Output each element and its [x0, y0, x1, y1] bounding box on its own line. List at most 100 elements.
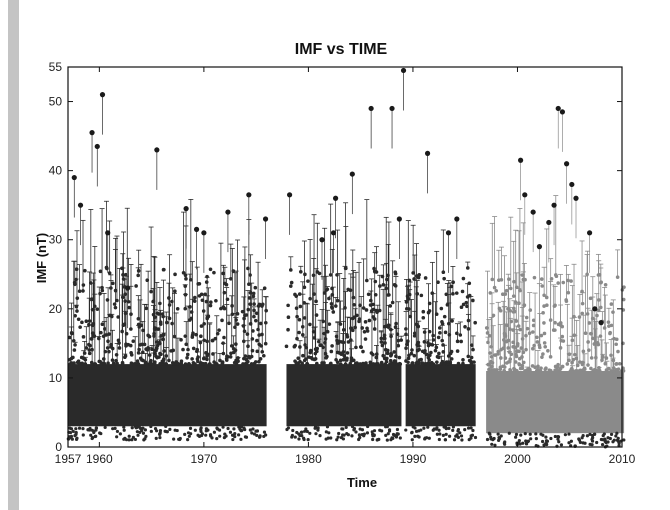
data-point	[259, 321, 263, 326]
data-point	[567, 441, 571, 445]
data-point	[82, 351, 87, 355]
data-point	[427, 358, 432, 362]
data-point	[147, 334, 152, 339]
data-point	[502, 368, 506, 373]
outlier-point	[287, 192, 293, 198]
data-point	[387, 429, 392, 433]
data-point	[69, 434, 74, 438]
data-point	[614, 342, 618, 347]
data-point	[498, 367, 503, 372]
data-point	[380, 274, 385, 279]
data-point	[428, 353, 432, 358]
data-point	[499, 278, 504, 282]
y-tick-label: 30	[49, 233, 63, 247]
data-point	[371, 437, 375, 442]
data-point	[288, 268, 293, 272]
data-point	[87, 342, 91, 347]
data-point	[262, 353, 266, 358]
data-point	[558, 321, 563, 325]
data-point	[410, 361, 415, 365]
data-point	[596, 298, 601, 302]
data-point	[358, 362, 362, 366]
data-point	[313, 356, 318, 361]
data-point	[410, 348, 414, 352]
data-point	[404, 327, 408, 331]
data-point	[195, 347, 200, 352]
y-axis-label: IMF (nT)	[34, 233, 49, 284]
data-point	[572, 352, 577, 357]
data-point	[118, 432, 122, 436]
outlier-point	[71, 174, 77, 181]
data-point	[595, 440, 599, 445]
data-point	[251, 329, 255, 333]
data-point	[460, 438, 464, 442]
data-point	[435, 354, 440, 359]
data-point	[556, 281, 560, 285]
data-point	[556, 364, 560, 369]
data-point	[76, 359, 81, 363]
data-point	[368, 360, 373, 365]
data-point	[113, 305, 118, 310]
data-point	[188, 426, 193, 430]
data-point	[329, 436, 333, 440]
data-point	[380, 361, 384, 366]
data-point	[548, 368, 553, 373]
data-point	[141, 328, 145, 333]
data-point	[222, 335, 226, 340]
data-point	[230, 433, 235, 437]
data-point	[309, 355, 314, 360]
data-point	[362, 432, 366, 436]
data-point	[131, 435, 135, 439]
data-point	[361, 306, 366, 310]
data-point	[467, 281, 472, 286]
data-point	[583, 331, 588, 336]
data-point	[496, 352, 500, 356]
data-point	[239, 425, 244, 429]
outlier-point	[424, 150, 431, 156]
data-point	[514, 285, 519, 290]
data-point	[511, 340, 515, 345]
data-point	[542, 331, 547, 336]
data-point	[532, 343, 536, 348]
data-point	[442, 361, 447, 366]
data-point	[100, 288, 105, 293]
data-point	[306, 438, 310, 442]
outlier-point	[389, 105, 395, 112]
data-point	[417, 273, 421, 277]
data-point	[539, 277, 544, 281]
data-point	[354, 345, 358, 350]
data-point	[422, 340, 427, 344]
data-point	[588, 331, 593, 336]
data-point	[586, 340, 590, 344]
data-point	[101, 357, 106, 361]
data-point	[514, 319, 519, 323]
data-point	[384, 425, 388, 429]
data-point	[528, 308, 533, 312]
data-point	[111, 281, 115, 286]
data-point	[114, 352, 119, 357]
data-point	[115, 361, 119, 366]
data-point	[455, 339, 460, 344]
data-band	[405, 364, 476, 427]
data-point	[205, 354, 209, 358]
data-point	[515, 343, 520, 348]
data-point	[412, 334, 417, 338]
data-point	[504, 339, 509, 344]
data-point	[589, 366, 593, 371]
outlier-point	[154, 147, 160, 153]
data-point	[190, 335, 195, 339]
data-point	[251, 294, 256, 299]
data-point	[187, 434, 191, 438]
data-point	[458, 333, 463, 337]
data-point	[553, 434, 557, 439]
data-point	[231, 350, 236, 355]
data-point	[473, 320, 477, 325]
data-point	[185, 355, 189, 360]
data-point	[90, 297, 94, 301]
data-point	[497, 278, 501, 282]
outlier-point	[546, 219, 552, 226]
data-point	[583, 441, 587, 445]
data-point	[511, 294, 516, 298]
data-point	[607, 324, 611, 328]
data-point	[346, 433, 350, 437]
